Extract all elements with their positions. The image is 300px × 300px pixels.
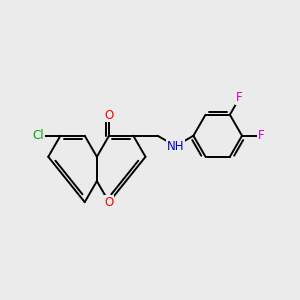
Text: Cl: Cl [33,129,44,142]
Text: NH: NH [167,140,184,153]
Text: O: O [104,196,114,208]
Text: F: F [258,129,265,142]
Text: F: F [236,92,243,104]
Text: O: O [104,109,114,122]
